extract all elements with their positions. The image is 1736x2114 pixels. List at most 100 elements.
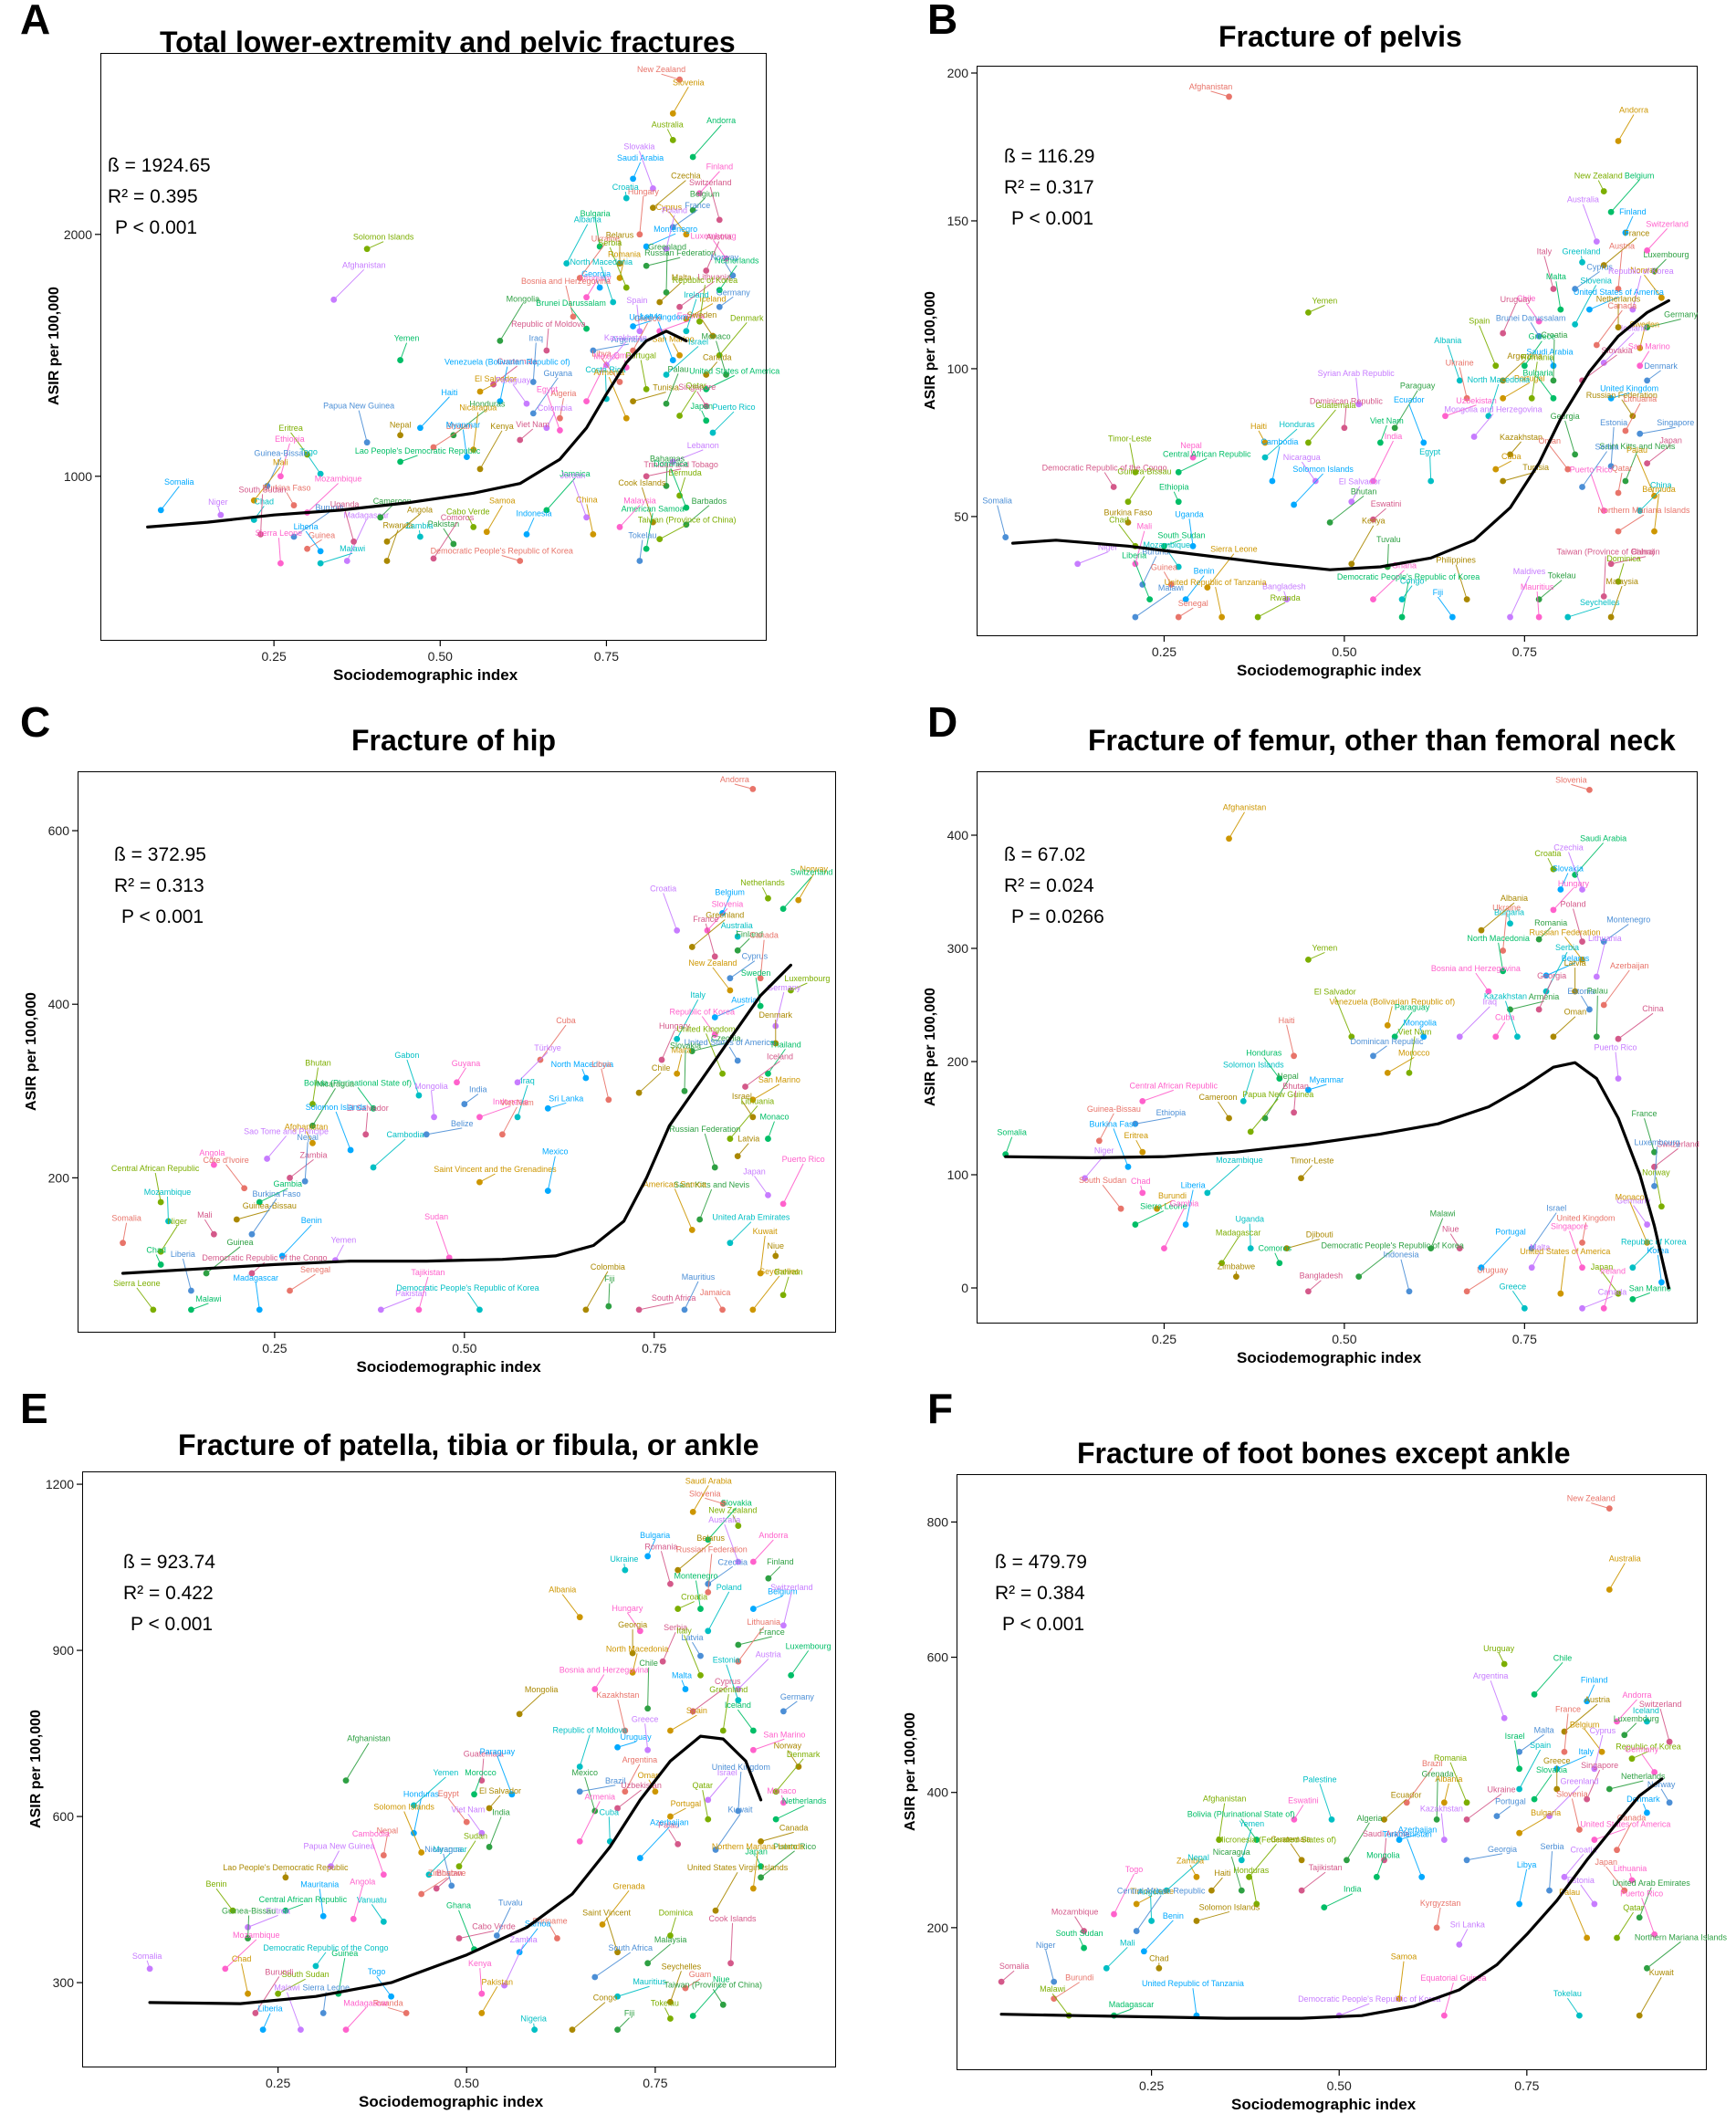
stat-beta: ß = 116.29: [1004, 146, 1095, 167]
label-leader-line: [572, 479, 588, 518]
point-label: Latvia: [737, 1135, 759, 1144]
point-label: Spain: [626, 296, 647, 305]
label-leader-line: [701, 1016, 716, 1035]
point-label: Mongolia: [1366, 1850, 1400, 1859]
data-point: [716, 216, 723, 224]
data-point: [582, 1074, 590, 1082]
label-leader-line: [1654, 494, 1660, 532]
label-leader-line: [1429, 456, 1432, 482]
label-leader-line: [712, 411, 735, 434]
data-point: [1651, 267, 1658, 275]
label-leader-line: [1639, 426, 1676, 434]
label-leader-line: [706, 908, 728, 931]
point-label: Puerto Rico: [1595, 1043, 1637, 1052]
point-label: Israel: [732, 1092, 752, 1101]
label-leader-line: [1466, 1853, 1503, 1861]
data-point: [1305, 1086, 1312, 1094]
data-point: [663, 246, 670, 253]
data-point: [636, 1627, 643, 1635]
data-point: [397, 357, 403, 363]
point-label: South Africa: [652, 1293, 696, 1303]
point-label: Ghana: [1392, 561, 1417, 570]
data-point: [1579, 886, 1585, 893]
data-point: [1175, 468, 1182, 476]
point-label: North Macedonia: [570, 257, 633, 267]
label-leader-line: [345, 1742, 370, 1781]
data-point: [1218, 1260, 1226, 1267]
data-point: [517, 558, 524, 564]
point-label: Seychelles: [759, 1267, 800, 1276]
label-leader-line: [663, 893, 678, 931]
y-tick-label: 400: [48, 997, 70, 1011]
data-point: [1557, 886, 1564, 893]
label-leader-line: [479, 430, 503, 470]
point-label: Yemen: [331, 1236, 357, 1245]
label-leader-line: [601, 266, 614, 303]
point-label: Albania: [574, 215, 601, 225]
label-leader-line: [251, 1198, 277, 1235]
point-label: Netherlands: [782, 1796, 827, 1805]
data-point: [309, 1139, 316, 1146]
data-point: [1305, 439, 1312, 446]
data-point: [529, 410, 537, 417]
point-label: Poland: [716, 1583, 742, 1592]
point-label: Canada: [1608, 301, 1637, 310]
data-point: [1182, 596, 1189, 603]
point-label: Malawi: [1040, 1984, 1065, 1994]
label-leader-line: [684, 1281, 699, 1311]
data-point: [582, 1306, 590, 1313]
point-label: Togo: [1125, 1865, 1144, 1874]
data-point: [1615, 286, 1622, 292]
label-leader-line: [488, 1816, 502, 1847]
panel-letter: D: [927, 698, 958, 746]
data-point: [1516, 1765, 1523, 1773]
y-tick-label: 600: [927, 1650, 949, 1665]
point-label: Ethiopia: [1156, 1108, 1187, 1117]
point-label: Nicaragua: [459, 403, 497, 413]
data-point: [749, 786, 757, 792]
point-label: Central African Republic: [1129, 1081, 1218, 1090]
point-label: Italy: [676, 1626, 692, 1635]
plot-area: [977, 771, 1698, 1324]
label-leader-line: [759, 1235, 766, 1274]
point-label: Denmark: [730, 313, 764, 322]
point-label: Lithuania: [748, 1617, 781, 1627]
point-label: Korea: [1647, 1246, 1668, 1255]
point-label: Cook Islands: [618, 478, 666, 487]
point-label: Central African Republic: [1117, 1887, 1206, 1896]
point-label: Switzerland: [1639, 1700, 1682, 1709]
data-point: [1622, 427, 1629, 434]
point-label: Sweden: [1629, 319, 1659, 329]
point-label: Serbia: [1595, 443, 1619, 452]
data-point: [342, 1777, 350, 1784]
label-leader-line: [1242, 1069, 1254, 1102]
point-label: Türkiye: [534, 1043, 561, 1052]
point-label: Yemen: [1312, 296, 1338, 305]
label-leader-line: [579, 243, 606, 278]
data-point: [508, 1791, 516, 1798]
label-leader-line: [782, 1163, 804, 1205]
data-point: [343, 558, 350, 564]
point-label: Egypt: [537, 384, 559, 393]
data-point: [1276, 1075, 1283, 1082]
point-label: Honduras: [1280, 420, 1316, 429]
label-leader-line: [997, 505, 1007, 538]
data-point: [772, 1788, 779, 1795]
point-label: Poland: [1561, 900, 1586, 909]
data-point: [1370, 596, 1376, 603]
point-label: Taiwan (Province of China): [1556, 547, 1655, 556]
point-label: Qatar: [1623, 1903, 1644, 1912]
point-label: Solomon Islands: [1292, 465, 1354, 474]
point-label: Serbia: [664, 1623, 687, 1632]
x-axis-label: Sociodemographic index: [1231, 2096, 1417, 2113]
label-leader-line: [386, 529, 399, 561]
data-point: [689, 1708, 696, 1715]
point-label: Taiwan (Province of China): [638, 516, 737, 525]
point-label: Canada: [779, 1823, 809, 1832]
label-leader-line: [1603, 237, 1637, 266]
point-label: South Sudan: [239, 485, 287, 494]
data-point: [703, 385, 710, 392]
label-leader-line: [718, 321, 748, 356]
point-label: Serbia: [598, 238, 622, 247]
point-label: Bahamas: [650, 454, 685, 463]
